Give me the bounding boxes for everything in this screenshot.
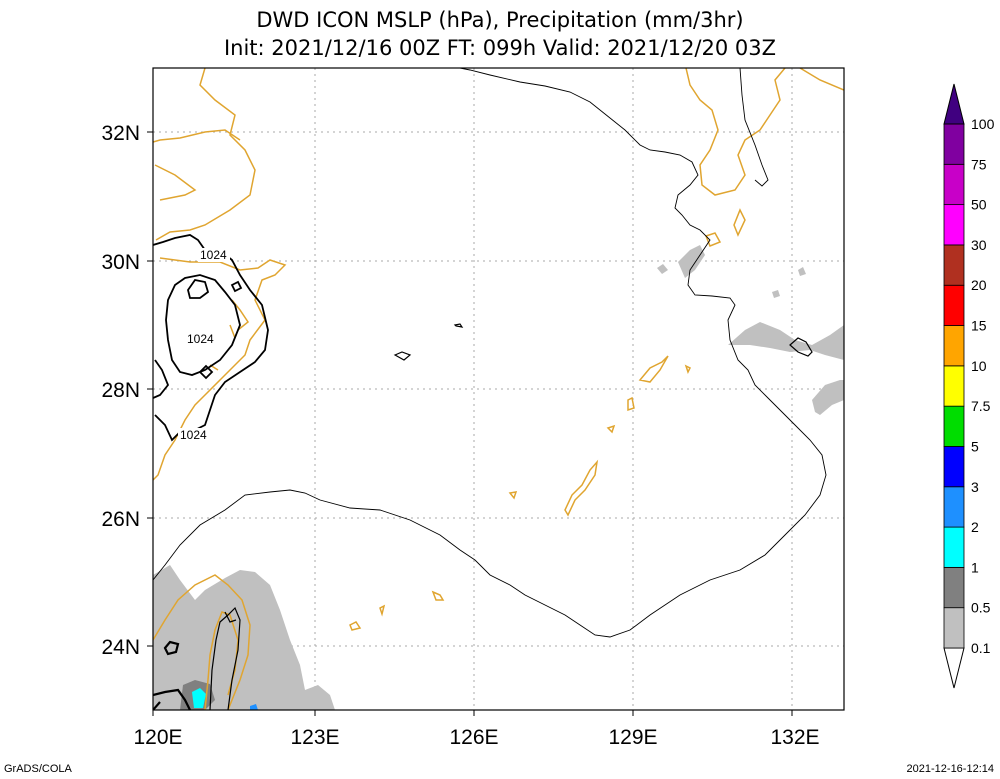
coast-china xyxy=(153,68,287,481)
contour-label-2: 1024 xyxy=(187,332,214,346)
map-subtitle: Init: 2021/12/16 00Z FT: 099h Valid: 202… xyxy=(223,36,777,60)
colorbar-segment xyxy=(943,244,965,286)
colorbar: 0.1 0.5 1 2 3 5 7.5 10 15 20 30 50 75 100 xyxy=(943,83,995,689)
isobar-main xyxy=(153,68,827,638)
footer-credit: GrADS/COLA xyxy=(4,763,72,775)
lat-label-30: 30N xyxy=(101,251,140,274)
lon-label-120: 120E xyxy=(133,726,182,749)
colorbar-label: 2 xyxy=(971,519,979,535)
isobar-east-loop xyxy=(789,337,813,357)
colorbar-segment xyxy=(943,446,965,488)
colorbar-label: 50 xyxy=(971,197,987,213)
colorbar-label: 0.1 xyxy=(971,640,991,656)
lon-label-132: 132E xyxy=(770,726,819,749)
precip-area-southwest xyxy=(153,565,335,710)
precip-blue-spot xyxy=(250,704,258,710)
isobar-small-loop xyxy=(393,323,464,361)
colorbar-label: 15 xyxy=(971,318,987,334)
colorbar-arrow-bottom xyxy=(943,647,965,689)
isobar-taiwan xyxy=(209,606,241,710)
lon-label-126: 126E xyxy=(449,726,498,749)
colorbar-label: 1 xyxy=(971,559,979,575)
isobars xyxy=(153,68,827,710)
lon-label-129: 129E xyxy=(608,726,657,749)
colorbar-label: 10 xyxy=(971,358,987,374)
isobar-main-east xyxy=(739,68,769,187)
isobar-1024-core xyxy=(187,279,243,380)
tick-marks xyxy=(147,131,793,716)
footer-timestamp: 2021-12-16-12:14 xyxy=(906,763,994,775)
colorbar-label: 20 xyxy=(971,277,987,293)
colorbar-label: 5 xyxy=(971,438,979,454)
colorbar-segment xyxy=(943,325,965,367)
colorbar-segment xyxy=(943,486,965,528)
colorbar-label: 30 xyxy=(971,237,987,253)
lat-label-32: 32N xyxy=(101,122,140,145)
colorbar-label: 7.5 xyxy=(971,398,991,414)
precip-area-east xyxy=(728,322,844,360)
coast-kyushu xyxy=(685,68,844,196)
lat-labels: 24N 26N 28N 30N 32N xyxy=(101,122,140,659)
colorbar-label: 100 xyxy=(971,116,995,132)
colorbar-segment xyxy=(943,123,965,165)
contour-labels: 1024 1024 1024 xyxy=(178,248,230,442)
isobar-1024-inner xyxy=(165,274,241,376)
colorbar-segment xyxy=(943,365,965,407)
map-title: DWD ICON MSLP (hPa), Precipitation (mm/3… xyxy=(256,8,744,32)
precip-area-north xyxy=(678,245,705,278)
colorbar-label: 75 xyxy=(971,156,987,172)
lon-label-123: 123E xyxy=(290,726,339,749)
lat-label-28: 28N xyxy=(101,379,140,402)
colorbar-segment xyxy=(943,163,965,206)
precip-area-small1 xyxy=(657,264,668,274)
colorbar-segment xyxy=(943,607,965,649)
contour-label-3: 1024 xyxy=(180,428,207,442)
precip-area-small3 xyxy=(772,290,780,298)
colorbar-segment xyxy=(943,566,965,609)
colorbar-segment xyxy=(943,405,965,447)
colorbar-arrow-top xyxy=(943,83,965,125)
colorbar-segment xyxy=(943,284,965,326)
colorbar-segment xyxy=(943,204,965,246)
precip-cyan xyxy=(192,688,206,708)
colorbar-label: 0.5 xyxy=(971,600,991,616)
isobar-taiwan-thick xyxy=(153,640,191,710)
contour-label-1: 1024 xyxy=(200,248,227,262)
precip-shading xyxy=(153,245,844,710)
colorbar-label: 3 xyxy=(971,479,979,495)
coast-ryukyu xyxy=(349,355,692,631)
lat-label-24: 24N xyxy=(101,636,140,659)
lat-label-26: 26N xyxy=(101,508,140,531)
lon-labels: 120E 123E 126E 129E 132E xyxy=(133,726,819,749)
colorbar-segment xyxy=(943,526,965,568)
precip-area-small2 xyxy=(798,267,806,276)
precip-area-east2 xyxy=(812,380,844,415)
